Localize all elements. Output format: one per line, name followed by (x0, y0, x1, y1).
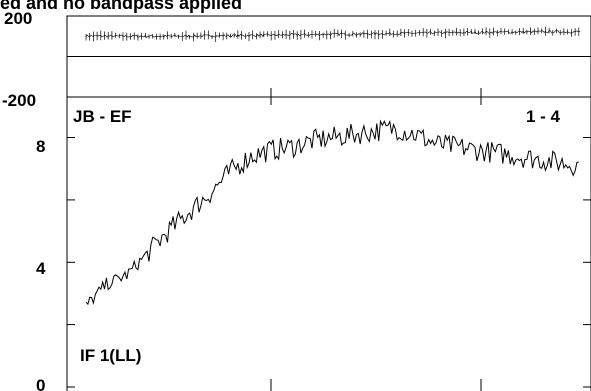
amp-ytick-label-0: 0 (36, 376, 45, 391)
amplitude-frame (66, 96, 591, 391)
amplitude-panel: JB - EF 1 - 4 IF 1(LL) 8 4 0 (36, 96, 591, 391)
phase-trace (85, 30, 581, 38)
phase-series (85, 26, 581, 42)
plot-title: ed and no bandpass applied (0, 0, 242, 13)
amplitude-ticks (67, 97, 591, 391)
if-label: IF 1(LL) (80, 346, 141, 365)
phase-ytick-label-top: 200 (4, 9, 32, 28)
amp-ytick-label-4: 4 (36, 259, 46, 278)
baseline-number: 1 - 4 (526, 107, 561, 126)
phase-ytick-label-bottom: -200 (2, 91, 36, 110)
phase-panel: 200 -200 (2, 9, 591, 110)
baseline-title: JB - EF (73, 107, 132, 126)
amplitude-series-line (85, 119, 579, 306)
amp-ytick-label-8: 8 (36, 137, 45, 156)
